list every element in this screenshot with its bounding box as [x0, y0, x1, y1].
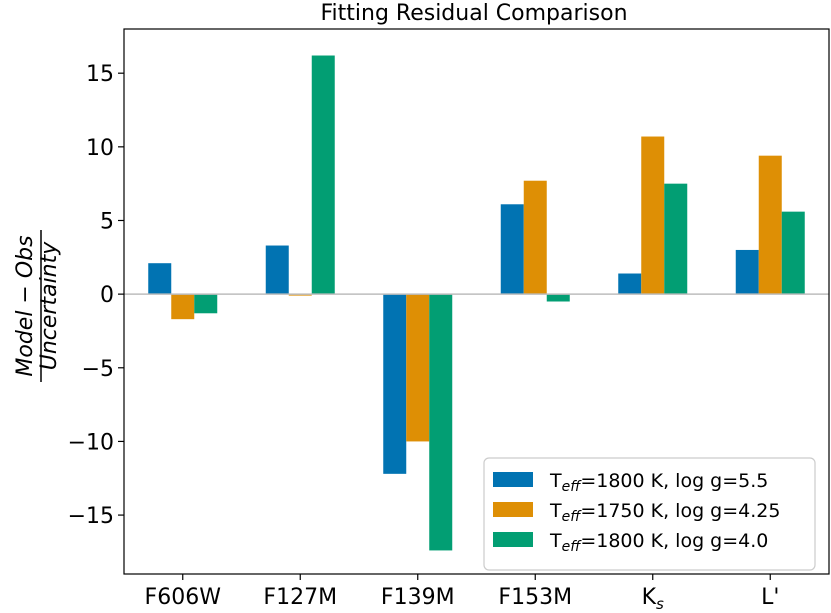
bar-s1-k	[618, 273, 642, 295]
legend-label-1: Teff=1800 K, log g=5.5	[549, 470, 768, 495]
y-axis-label: Model − Obs Uncertainty	[13, 230, 62, 382]
y-tick-label: −5	[82, 357, 114, 382]
y-axis-label-numerator: Model − Obs	[13, 235, 38, 376]
x-tick-label: F127M	[263, 585, 337, 610]
legend: Teff=1800 K, log g=5.5 Teff=1750 K, log g…	[483, 457, 816, 571]
x-tick-label: F139M	[381, 585, 455, 610]
x-tick-label: L'	[761, 585, 779, 610]
bar-s3-f139m	[429, 294, 453, 551]
x-tick-label: F606W	[145, 585, 222, 610]
y-tick-label: −10	[68, 430, 114, 455]
bar-s3-f127m	[311, 55, 335, 295]
plot-frame	[123, 28, 830, 575]
x-tick-label: Ks	[642, 585, 664, 613]
bar-s3-l	[781, 211, 805, 295]
y-axis-ticks: −15 −10 −5 0 5 10 15	[68, 62, 124, 529]
legend-label-2: Teff=1750 K, log g=4.25	[549, 500, 780, 525]
bar-s1-f127m	[265, 245, 289, 295]
y-tick-label: 15	[86, 62, 114, 87]
bar-s3-k	[664, 183, 688, 295]
y-axis-label-denominator: Uncertainty	[37, 241, 62, 371]
bar-s2-f139m	[406, 294, 430, 442]
bar-s2-f153m	[523, 180, 547, 295]
bar-s2-k	[641, 136, 665, 295]
bar-s2-l	[758, 155, 782, 295]
legend-swatch-2	[493, 502, 533, 517]
legend-label-3: Teff=1800 K, log g=4.0	[549, 530, 768, 555]
bar-s2-f606w	[171, 294, 195, 320]
x-axis-ticks: F606W F127M F139M F153M Ks L'	[145, 574, 779, 613]
y-tick-label: 0	[100, 283, 114, 308]
bar-s1-l	[735, 249, 759, 295]
bar-s3-f606w	[194, 294, 218, 314]
bar-s3-f153m	[546, 294, 570, 302]
bar-s1-f139m	[383, 294, 407, 474]
y-tick-label: 5	[100, 209, 114, 234]
legend-swatch-3	[493, 532, 533, 547]
chart-title: Fitting Residual Comparison	[320, 1, 627, 26]
y-tick-label: −15	[68, 504, 114, 529]
x-tick-label: F153M	[498, 585, 572, 610]
legend-box	[483, 457, 816, 571]
legend-swatch-1	[493, 472, 533, 487]
y-tick-label: 10	[86, 136, 114, 161]
bar-s1-f606w	[148, 263, 172, 295]
bar-s1-f153m	[500, 204, 524, 295]
bars-layer	[148, 55, 805, 551]
